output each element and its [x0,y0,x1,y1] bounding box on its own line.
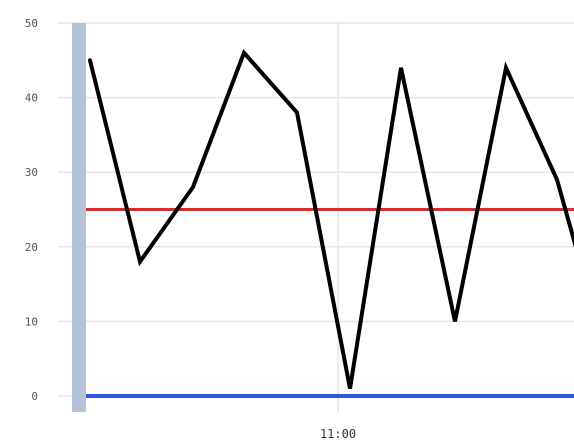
series-line [88,49,574,389]
y-tick-label-0: 0 [31,390,38,403]
reference-lines [86,208,574,398]
x-axis-ticks: 11:00 [320,427,356,441]
series-layer [88,49,574,389]
x-tick-label: 11:00 [320,427,356,441]
y-tick-label-10: 10 [25,315,38,328]
grid-lines [58,22,574,412]
y-tick-label-30: 30 [25,166,38,179]
y-axis-band [72,23,86,412]
y-tick-label-20: 20 [25,241,38,254]
y-tick-label-40: 40 [25,92,38,105]
y-axis-ticks: 0 10 20 30 40 50 [25,17,38,403]
y-tick-label-50: 50 [25,17,38,30]
